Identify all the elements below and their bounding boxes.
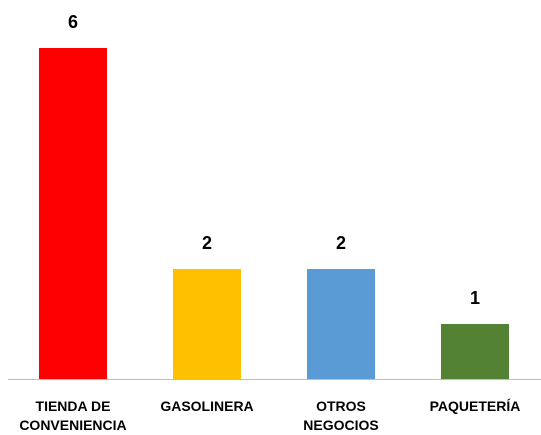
axis-line [8, 379, 541, 380]
data-label: 6 [67, 12, 78, 32]
bar [441, 323, 509, 379]
bar [39, 48, 107, 379]
data-label: 2 [201, 232, 212, 253]
x-tick-label: TIENDA DE CONVENIENCIA [19, 398, 127, 433]
bar [173, 268, 241, 379]
x-tick-label: PAQUETERÍA [429, 398, 521, 414]
data-label: 1 [469, 287, 480, 308]
bar [307, 268, 375, 379]
data-label: 2 [335, 232, 346, 253]
x-tick-label: OTROS NEGOCIOS [303, 398, 379, 433]
x-tick-label: GASOLINERA [160, 398, 254, 414]
